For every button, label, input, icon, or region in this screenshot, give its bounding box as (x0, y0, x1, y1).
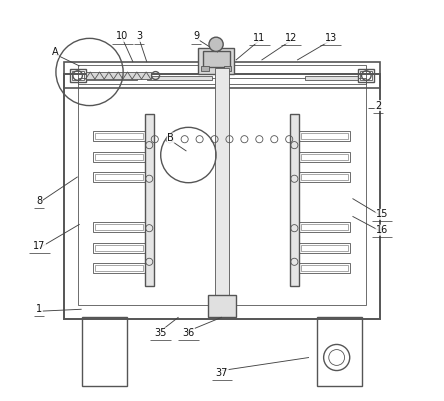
Text: 10: 10 (116, 31, 128, 41)
Bar (94, 152, 145, 162)
Bar (299, 152, 350, 162)
Bar (305, 76, 358, 80)
Bar (203, 51, 230, 67)
Bar (301, 245, 348, 251)
Text: 12: 12 (285, 33, 297, 43)
Bar (70, 69, 86, 82)
Bar (94, 222, 145, 232)
Bar (224, 66, 231, 71)
Text: 3: 3 (136, 31, 142, 41)
Text: 36: 36 (182, 328, 194, 338)
Bar (215, 68, 229, 305)
Text: 37: 37 (216, 368, 228, 377)
Text: 13: 13 (325, 33, 337, 43)
Bar (72, 71, 83, 80)
Bar (64, 74, 380, 319)
Bar (95, 265, 143, 271)
Bar (147, 76, 212, 80)
Bar (94, 243, 145, 253)
Text: B: B (167, 133, 174, 143)
Bar (95, 174, 143, 180)
Bar (78, 78, 366, 305)
Bar (95, 224, 143, 230)
Text: 1: 1 (36, 304, 42, 314)
Bar (317, 317, 362, 386)
Bar (82, 317, 127, 386)
Bar (299, 243, 350, 253)
Bar (290, 113, 299, 286)
Bar (145, 113, 154, 286)
Bar (299, 263, 350, 273)
Bar (301, 224, 348, 230)
Text: 17: 17 (33, 241, 45, 251)
Bar (301, 133, 348, 139)
Circle shape (209, 37, 223, 51)
Bar (86, 76, 137, 80)
Bar (78, 65, 366, 84)
Bar (86, 72, 151, 79)
Bar (202, 66, 209, 71)
Text: 11: 11 (254, 33, 266, 43)
Bar (95, 133, 143, 139)
Text: 16: 16 (376, 225, 388, 235)
Text: 8: 8 (36, 196, 42, 205)
Bar (299, 131, 350, 141)
Bar (301, 154, 348, 160)
Bar (361, 71, 372, 80)
Text: 15: 15 (376, 209, 388, 219)
Text: A: A (52, 47, 59, 57)
Bar (95, 154, 143, 160)
Bar (299, 172, 350, 182)
Text: 9: 9 (193, 31, 199, 41)
Bar (95, 245, 143, 251)
Bar (358, 69, 374, 82)
Bar (94, 263, 145, 273)
Bar (64, 62, 380, 88)
Text: 2: 2 (375, 101, 381, 111)
Bar (208, 296, 236, 317)
Bar (94, 131, 145, 141)
Bar (198, 48, 234, 74)
Bar (301, 174, 348, 180)
Bar (301, 265, 348, 271)
Bar (94, 172, 145, 182)
Text: 35: 35 (155, 328, 167, 338)
Bar (299, 222, 350, 232)
